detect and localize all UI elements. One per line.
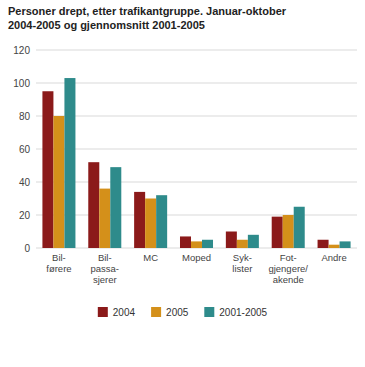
bar: 2001-2005: 25 [294, 207, 305, 248]
x-tick-label-line: Bil- [98, 252, 112, 263]
legend-label: 2005 [166, 307, 189, 318]
legend-label: 2001-2005 [219, 307, 267, 318]
bar: 2001-2005: 4 [340, 241, 351, 248]
x-tick-label: Andre [321, 252, 346, 263]
chart-container: Personer drept, etter trafikantgruppe. J… [0, 0, 365, 367]
x-tick-label-line: Moped [182, 252, 211, 263]
bar: 2004: 7 [180, 236, 191, 248]
x-tick-label: Bil-førere [46, 252, 71, 274]
bar: 2001-2005: 5 [202, 240, 213, 248]
x-tick-label-line: gjengere/ [268, 263, 308, 274]
bar: 2004: 95 [42, 91, 53, 248]
x-tick-label-line: akende [273, 274, 304, 285]
y-tick-label: 0 [24, 243, 30, 254]
background [0, 0, 365, 367]
x-tick-label-line: passa- [91, 263, 120, 274]
bar: 2001-2005: 32 [156, 195, 167, 248]
grid-line [36, 215, 357, 216]
bar: 2005: 2 [329, 245, 340, 248]
y-tick-label: 80 [19, 111, 31, 122]
legend-swatch [204, 307, 214, 317]
bar: 2005: 5 [237, 240, 248, 248]
x-tick-label: Moped [182, 252, 211, 263]
grid-line [36, 149, 357, 150]
y-tick-label: 100 [13, 78, 30, 89]
legend-item: 2005 [151, 307, 189, 318]
bar: 2001-2005: 49 [110, 167, 121, 248]
x-tick-label-line: Syk- [233, 252, 252, 263]
y-tick-label: 60 [19, 144, 31, 155]
x-tick-label-line: Andre [321, 252, 346, 263]
x-tick-label-line: Bil- [52, 252, 66, 263]
bars: 2004: 952004: 522004: 342004: 72004: 102… [42, 78, 350, 248]
title: Personer drept, etter trafikantgruppe. J… [8, 5, 287, 31]
bar: 2004: 19 [272, 217, 283, 248]
x-tick-label: MC [143, 252, 158, 263]
y-tick-label: 20 [19, 210, 31, 221]
bar: 2004: 34 [134, 192, 145, 248]
x-tick-label-line: sjerer [93, 274, 117, 285]
title-line: Personer drept, etter trafikantgruppe. J… [8, 5, 287, 17]
grid-line [36, 83, 357, 84]
bar: 2005: 4 [191, 241, 202, 248]
grid-line [36, 116, 357, 117]
x-tick-label-line: lister [232, 263, 252, 274]
grid-line [36, 50, 357, 51]
x-tick-label: Bil-passa-sjerer [91, 252, 120, 285]
y-tick-label: 120 [13, 45, 30, 56]
legend-item: 2001-2005 [204, 307, 267, 318]
legend: 2004 2005 2001-2005 [98, 307, 268, 318]
title-line: 2004-2005 og gjennomsnitt 2001-2005 [8, 19, 205, 31]
bar: 2004: 52 [88, 162, 99, 248]
bar: 2004: 5 [318, 240, 329, 248]
legend-swatch [98, 307, 108, 317]
x-tick-label-line: Fot- [280, 252, 297, 263]
y-tick-label: 40 [19, 177, 31, 188]
legend-label: 2004 [113, 307, 136, 318]
x-tick-label-line: førere [46, 263, 71, 274]
bar: 2005: 30 [145, 199, 156, 249]
bar: 2005: 36 [99, 189, 110, 248]
chart-svg: Personer drept, etter trafikantgruppe. J… [0, 0, 365, 367]
bar: 2001-2005: 8 [248, 235, 259, 248]
x-tick-label-line: MC [143, 252, 158, 263]
legend-swatch [151, 307, 161, 317]
x-tick-label: Syk-lister [232, 252, 252, 274]
grid [36, 50, 357, 248]
grid-line [36, 182, 357, 183]
bar: 2001-2005: 103 [64, 78, 75, 248]
x-tick-label: Fot-gjengere/akende [268, 252, 308, 285]
bar: 2005: 20 [283, 215, 294, 248]
bar: 2005: 80 [53, 116, 64, 248]
bar: 2004: 10 [226, 232, 237, 249]
legend-item: 2004 [98, 307, 136, 318]
